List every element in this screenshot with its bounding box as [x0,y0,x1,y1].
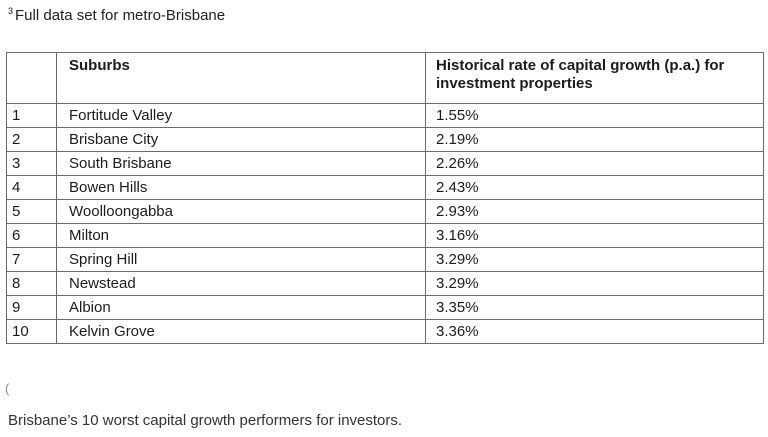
table-row: 9 Albion 3.35% [6,295,764,320]
cell-growth-rate: 3.29% [425,271,764,296]
cell-growth-rate: 3.29% [425,247,764,272]
cell-suburb: Spring Hill [56,247,426,272]
suburb-growth-table: Suburbs Historical rate of capital growt… [6,52,764,344]
cell-growth-rate: 2.43% [425,175,764,200]
stray-mark: ( [5,381,10,396]
cell-growth-rate: 2.26% [425,151,764,176]
cell-growth-rate: 2.93% [425,199,764,224]
cell-rank: 4 [6,175,57,200]
table-row: 8 Newstead 3.29% [6,271,764,296]
cell-suburb: Kelvin Grove [56,319,426,344]
image-caption: Brisbane’s 10 worst capital growth perfo… [8,412,403,429]
cell-rank: 2 [6,127,57,152]
cell-rank: 5 [6,199,57,224]
table-header-row: Suburbs Historical rate of capital growt… [6,52,764,104]
table-body: 1 Fortitude Valley 1.55% 2 Brisbane City 2.19… [6,103,764,344]
table-row: 1 Fortitude Valley 1.55% [6,103,764,128]
cell-suburb: Milton [56,223,426,248]
cell-suburb: Brisbane City [56,127,426,152]
table-row: 10 Kelvin Grove 3.36% [6,319,764,344]
header-suburbs: Suburbs [56,52,426,104]
cell-rank: 3 [6,151,57,176]
table-row: 7 Spring Hill 3.29% [6,247,764,272]
footnote-marker: 3 [8,6,14,16]
cell-suburb: Albion [56,295,426,320]
cell-growth-rate: 3.35% [425,295,764,320]
cell-rank: 8 [6,271,57,296]
header-growth-rate: Historical rate of capital growth (p.a.)… [425,52,764,104]
header-rank [6,52,57,104]
cell-growth-rate: 1.55% [425,103,764,128]
cell-suburb: Newstead [56,271,426,296]
cell-suburb: South Brisbane [56,151,426,176]
cell-suburb: Fortitude Valley [56,103,426,128]
table-row: 3 South Brisbane 2.26% [6,151,764,176]
cell-rank: 6 [6,223,57,248]
cell-growth-rate: 3.36% [425,319,764,344]
cell-rank: 7 [6,247,57,272]
table-row: 2 Brisbane City 2.19% [6,127,764,152]
cell-rank: 10 [6,319,57,344]
cell-growth-rate: 2.19% [425,127,764,152]
cell-growth-rate: 3.16% [425,223,764,248]
table-heading-text: Full data set for metro-Brisbane [15,7,226,24]
cell-suburb: Bowen Hills [56,175,426,200]
table-row: 4 Bowen Hills 2.43% [6,175,764,200]
table-row: 6 Milton 3.16% [6,223,764,248]
table-heading: 3 Full data set for metro-Brisbane [8,6,225,24]
cell-rank: 9 [6,295,57,320]
cell-rank: 1 [6,103,57,128]
cell-suburb: Woolloongabba [56,199,426,224]
table-row: 5 Woolloongabba 2.93% [6,199,764,224]
